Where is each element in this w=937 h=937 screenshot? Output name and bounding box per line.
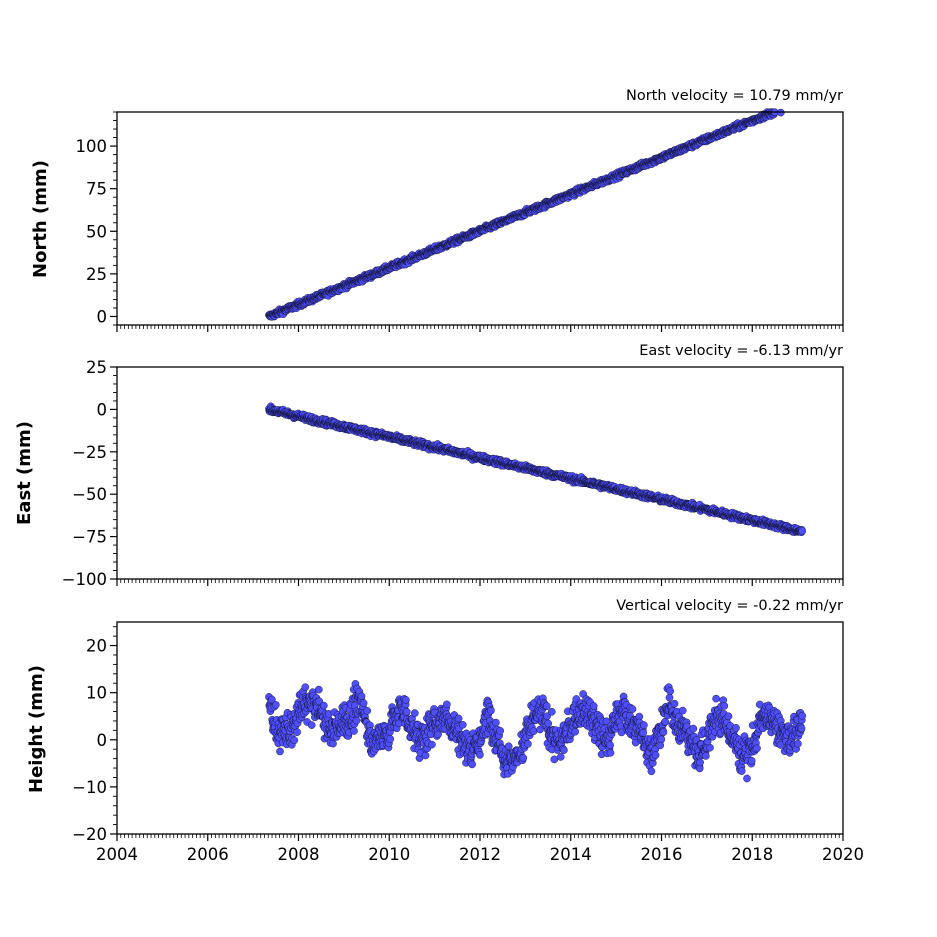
data-point: [753, 744, 761, 753]
north-velocity-title: North velocity = 10.79 mm/yr: [626, 88, 843, 104]
data-point: [670, 699, 679, 708]
data-point: [720, 702, 729, 710]
y-tick-label: 25: [86, 358, 107, 377]
data-point: [589, 702, 598, 710]
data-point: [276, 747, 284, 756]
data-point: [639, 728, 648, 737]
y-tick-label: −20: [72, 825, 107, 844]
vertical-velocity-title: Vertical velocity = -0.22 mm/yr: [616, 598, 843, 614]
data-point: [571, 727, 580, 736]
data-point: [737, 767, 746, 775]
data-point: [402, 696, 410, 704]
data-point: [542, 702, 551, 710]
y-tick-label: −75: [72, 528, 107, 547]
data-point: [689, 724, 698, 733]
data-point: [476, 751, 484, 759]
data-point: [293, 728, 301, 737]
data-point: [442, 700, 451, 709]
data-point: [606, 748, 615, 757]
height-axis-label: Height (mm): [26, 665, 47, 793]
data-point: [647, 767, 656, 776]
y-tick-label: 20: [86, 637, 107, 656]
data-point: [798, 527, 807, 535]
y-tick-label: 0: [97, 307, 108, 326]
y-tick-label: 0: [97, 731, 108, 750]
y-tick-label: 75: [86, 180, 107, 199]
data-point: [678, 706, 687, 715]
data-point: [357, 692, 366, 700]
data-point: [529, 727, 538, 736]
data-point: [661, 717, 670, 726]
data-point: [556, 753, 565, 761]
data-point: [301, 683, 310, 692]
data-point: [657, 735, 666, 744]
north-plot-area: 0 25 50 75 100: [76, 108, 844, 332]
y-tick-label: 10: [86, 684, 107, 703]
data-point: [421, 751, 430, 760]
data-point: [798, 711, 807, 720]
data-point: [307, 721, 316, 729]
y-tick-label: 100: [76, 137, 108, 156]
data-point: [732, 724, 740, 732]
data-point: [550, 755, 559, 764]
data-point: [271, 701, 280, 709]
data-point: [747, 756, 756, 765]
y-tick-label: −50: [72, 485, 107, 504]
data-point: [290, 736, 299, 745]
data-point: [350, 727, 358, 735]
data-point: [560, 746, 568, 754]
y-tick-label: −100: [62, 570, 107, 589]
data-point: [319, 701, 328, 710]
data-point: [359, 699, 368, 707]
data-point: [402, 707, 411, 716]
data-point: [496, 726, 505, 735]
north-axis-label: North (mm): [30, 160, 51, 278]
data-point: [743, 774, 751, 783]
data-point: [666, 687, 675, 695]
data-point: [794, 739, 802, 748]
data-point: [651, 751, 660, 759]
data-point: [468, 760, 476, 769]
data-point: [492, 718, 500, 727]
data-points: [265, 108, 785, 321]
data-point: [724, 712, 733, 721]
data-point: [487, 706, 495, 715]
data-point: [519, 754, 528, 762]
north-panel: North velocity = 10.79 mm/yr North (mm) …: [30, 88, 844, 332]
data-point: [410, 709, 419, 717]
data-point: [628, 705, 637, 713]
data-point: [428, 740, 436, 749]
data-point: [701, 752, 710, 760]
east-velocity-title: East velocity = -6.13 mm/yr: [639, 343, 843, 359]
data-point: [696, 758, 704, 767]
data-point: [606, 741, 614, 749]
data-point: [386, 735, 395, 743]
y-tick-label: −25: [72, 443, 107, 462]
data-point: [640, 721, 648, 729]
east-axis-label: East (mm): [14, 421, 35, 525]
data-point: [544, 719, 553, 728]
data-point: [524, 740, 532, 748]
data-point: [712, 694, 720, 703]
y-tick-label: 0: [97, 400, 108, 419]
data-point: [314, 685, 323, 694]
data-point: [547, 707, 556, 716]
data-point: [706, 743, 714, 752]
data-point: [504, 742, 513, 751]
data-point: [454, 714, 463, 723]
y-tick-label: −10: [72, 778, 107, 797]
data-point: [665, 693, 674, 702]
data-point: [458, 720, 467, 729]
data-point: [797, 724, 806, 733]
y-tick-label: 25: [86, 265, 107, 284]
data-point: [352, 716, 361, 725]
data-point: [659, 728, 668, 737]
y-tick-label: 50: [86, 222, 107, 241]
data-point: [363, 706, 372, 715]
